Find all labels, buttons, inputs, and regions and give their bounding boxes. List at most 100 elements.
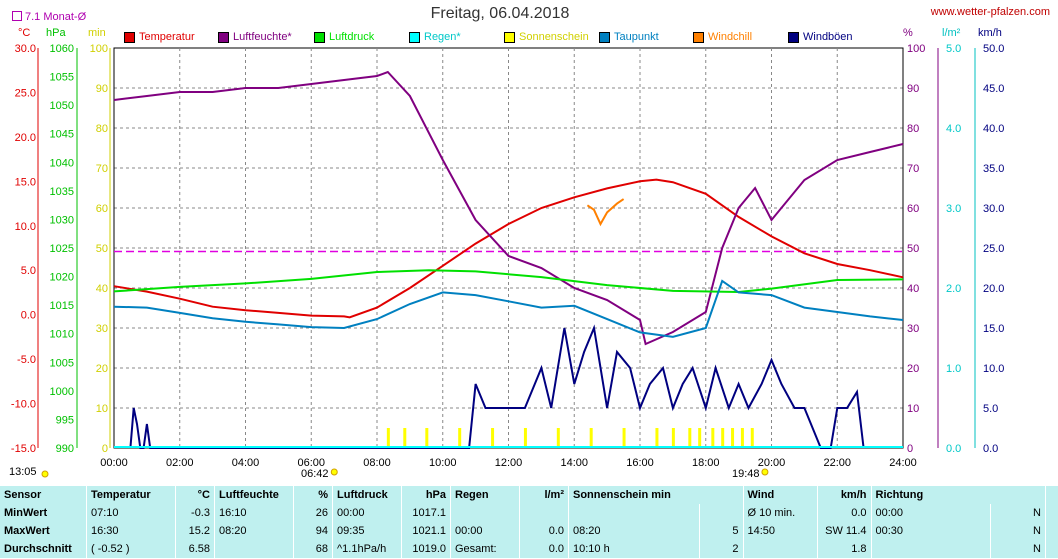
temp-tick-label: -5.0: [17, 354, 36, 366]
rain-tick-label: 5.0: [946, 43, 961, 55]
legend-label: Windböen: [803, 31, 853, 43]
stats-cell-h_time: 16:10: [214, 504, 294, 522]
humidity-tick-label: 30: [907, 323, 919, 335]
minutes-tick-label: 70: [96, 163, 108, 175]
header-rain: Regen: [450, 486, 520, 504]
wind-tick-label: 25.0: [983, 243, 1004, 255]
stats-cell-t_time: 07:10: [86, 504, 176, 522]
stats-filler: [1045, 504, 1058, 522]
stats-cell-p_time: ^1.1hPa/h: [332, 540, 402, 558]
chart-title: Freitag, 06.04.2018: [430, 5, 570, 22]
stats-cell-p_val: 1019.0: [401, 540, 451, 558]
pressure-tick-label: 1040: [50, 157, 74, 169]
series-line-taupunkt: [113, 279, 904, 338]
stats-cell-d_time: 00:00: [870, 504, 991, 522]
wind-tick-label: 5.0: [983, 403, 998, 415]
stats-cell-t_val: 15.2: [175, 522, 215, 540]
stats-cell-s_val: 2: [699, 540, 743, 558]
stats-table: Sensor Temperatur °C Luftfeuchte % Luftd…: [0, 486, 1058, 558]
wind-tick-label: 20.0: [983, 283, 1004, 295]
temp-tick-label: 5.0: [21, 265, 36, 277]
pressure-tick-label: 1005: [50, 357, 74, 369]
stats-cell-d_val: N: [989, 504, 1046, 522]
stats-cell-r_val: [519, 504, 569, 522]
minutes-tick-label: 60: [96, 203, 108, 215]
header-wind-unit: km/h: [816, 486, 871, 504]
minutes-tick-label: 90: [96, 83, 108, 95]
rain-tick-label: 0.0: [946, 443, 961, 455]
stats-cell-w_time: [742, 540, 817, 558]
sunshine-bar: [491, 428, 495, 448]
stats-cell-w_time: Ø 10 min.: [742, 504, 817, 522]
stats-cell-w_val: SW 11.4: [816, 522, 871, 540]
legend-item-3: Regen*: [409, 31, 461, 43]
monthly-average-label: 7.1 Monat-Ø: [12, 11, 86, 23]
wind-tick-label: 50.0: [983, 43, 1004, 55]
sunshine-bar: [589, 428, 593, 448]
legend-label: Luftdruck: [329, 31, 375, 43]
stats-cell-d_val: N: [989, 540, 1046, 558]
humidity-tick-label: 0: [907, 443, 913, 455]
legend-label: Temperatur: [139, 31, 195, 43]
humidity-tick-label: 90: [907, 83, 919, 95]
header-temp-unit: °C: [175, 486, 215, 504]
stats-cell-t_time: 16:30: [86, 522, 176, 540]
minutes-tick-label: 50: [96, 243, 108, 255]
site-url-link[interactable]: www.wetter-pfalzen.com: [930, 6, 1050, 18]
temp-tick-label: 10.0: [15, 221, 36, 233]
monthly-average-text: 7.1 Monat-Ø: [25, 11, 87, 23]
sunshine-bar: [750, 428, 754, 448]
legend-swatch-icon: [788, 31, 799, 43]
temp-unit-label: °C: [18, 27, 31, 39]
series-line-windben: [129, 324, 865, 449]
rain-tick-label: 2.0: [946, 283, 961, 295]
header-rain-unit: l/m²: [519, 486, 569, 504]
series-line-luftdruck: [113, 269, 904, 294]
legend-swatch-icon: [314, 31, 325, 43]
x-tick-label: 02:00: [166, 457, 194, 469]
stats-cell-p_val: 1017.1: [401, 504, 451, 522]
sunshine-bar: [556, 428, 560, 448]
stats-cell-s_time: 08:20: [567, 522, 700, 540]
x-tick-label: 20:00: [758, 457, 786, 469]
series-line-windchill: [586, 198, 625, 227]
minutes-unit-label: min: [88, 27, 106, 39]
header-sunshine: Sonnenschein min: [568, 486, 743, 504]
humidity-tick-label: 80: [907, 123, 919, 135]
header-humidity: Luftfeuchte: [214, 486, 294, 504]
x-tick-label: 12:00: [495, 457, 523, 469]
sunrise-time: 06:42: [301, 468, 329, 480]
minutes-tick-label: 20: [96, 363, 108, 375]
pressure-tick-label: 1060: [50, 43, 74, 55]
sunshine-bar: [740, 428, 744, 448]
minutes-tick-label: 10: [96, 403, 108, 415]
sunshine-bar: [458, 428, 462, 448]
sunshine-bar: [688, 428, 692, 448]
pressure-tick-label: 1045: [50, 129, 74, 141]
legend-label: Windchill: [708, 31, 753, 43]
legend-swatch-icon: [218, 31, 229, 43]
stats-cell-w_val: 1.8: [816, 540, 871, 558]
stats-cell-d_time: [870, 540, 991, 558]
stats-row: MaxWert 16:30 15.2 08:20 94 09:35 1021.1 00:00 0…: [0, 522, 1058, 540]
wind-tick-label: 10.0: [983, 363, 1004, 375]
legend-item-4: Sonnenschein: [504, 31, 589, 43]
pressure-tick-label: 1050: [50, 100, 74, 112]
legend-label: Regen*: [424, 31, 461, 43]
stats-cell-t_val: -0.3: [175, 504, 215, 522]
sunshine-bar: [425, 428, 429, 448]
minutes-tick-label: 30: [96, 323, 108, 335]
legend-swatch-icon: [504, 31, 515, 43]
sunshine-bar: [671, 428, 675, 448]
pressure-tick-label: 1025: [50, 243, 74, 255]
sunshine-bar: [622, 428, 626, 448]
sunshine-bar: [711, 428, 715, 448]
legend-item-2: Luftdruck: [314, 31, 374, 43]
legend-item-7: Windböen: [788, 31, 853, 43]
series-line-temperatur: [113, 178, 904, 319]
monthly-average-marker-icon: [12, 11, 22, 21]
stats-row: MinWert 07:10 -0.3 16:10 26 00:00 1017.1 Ø 10 m…: [0, 504, 1058, 522]
legend-swatch-icon: [409, 31, 420, 43]
legend-item-0: Temperatur: [124, 31, 195, 43]
legend-label: Luftfeuchte*: [233, 31, 292, 43]
